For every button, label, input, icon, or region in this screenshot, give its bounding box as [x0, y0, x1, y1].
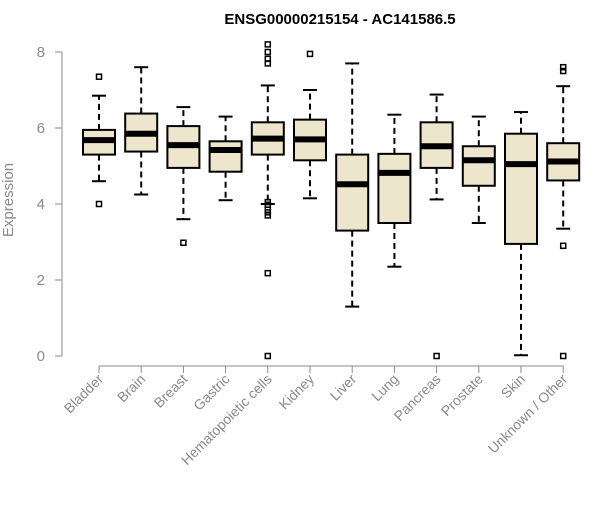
box-group: [419, 93, 454, 360]
y-tick-label: 6: [37, 120, 45, 137]
x-tick-label: Brain: [114, 371, 148, 405]
y-tick-label: 0: [37, 348, 45, 365]
outlier-point: [264, 269, 272, 277]
box: [504, 132, 538, 245]
box-group: [208, 115, 243, 202]
box-group: [166, 106, 201, 247]
box-group: [504, 111, 538, 357]
box: [208, 140, 243, 173]
box-group: [461, 115, 496, 224]
outlier-point: [433, 352, 440, 360]
box: [461, 145, 496, 187]
x-tick-label: Lung: [368, 371, 401, 404]
box-group: [82, 73, 116, 208]
box-group: [124, 66, 159, 196]
box-group: [377, 113, 412, 268]
outlier-point: [264, 48, 272, 56]
box-group: [335, 62, 370, 308]
outlier-point: [264, 60, 272, 67]
outlier-point: [264, 212, 272, 219]
x-tick-label: Bladder: [61, 371, 107, 417]
outlier-point: [180, 239, 187, 247]
x-tick-label: Prostate: [438, 371, 486, 419]
chart-title: ENSG00000215154 - AC141586.5: [224, 11, 455, 28]
y-tick-label: 2: [37, 272, 45, 289]
box-series: [82, 41, 581, 360]
outlier-point: [264, 41, 272, 48]
box-group: [546, 63, 581, 360]
x-tick-label: Unknown / Other: [485, 371, 571, 457]
outlier-point: [559, 352, 567, 360]
x-tick-label: Kidney: [276, 371, 318, 413]
outlier-point: [95, 73, 103, 80]
box: [377, 152, 412, 224]
y-axis-label: Expression: [0, 163, 17, 237]
y-axis: 0 2 4 6 8: [37, 44, 63, 365]
outlier-point: [95, 200, 103, 208]
x-tick-label: Skin: [498, 371, 529, 402]
outlier-point: [264, 352, 272, 360]
box-group: [293, 50, 327, 200]
x-tick-label: Breast: [151, 371, 191, 411]
y-tick-label: 4: [37, 196, 45, 213]
y-tick-label: 8: [37, 44, 45, 61]
outlier-point: [306, 50, 314, 58]
box: [335, 153, 370, 232]
outlier-point: [559, 67, 567, 75]
x-tick-label: Liver: [327, 371, 360, 404]
outlier-point: [559, 242, 567, 250]
x-tick-label: Pancreas: [391, 371, 444, 424]
outlier-point: [559, 63, 567, 71]
box-group: [250, 41, 285, 360]
